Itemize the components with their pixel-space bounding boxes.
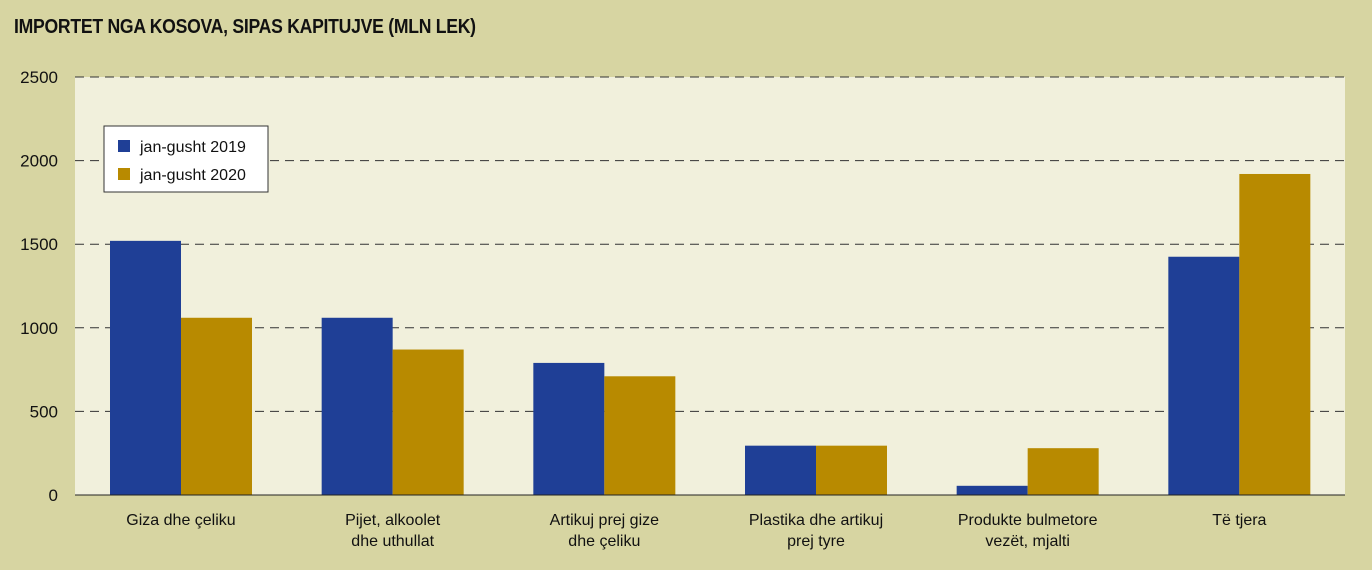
y-tick-label: 0: [49, 486, 58, 505]
legend-label-2020: jan-gusht 2020: [139, 167, 246, 184]
legend-label-2019: jan-gusht 2019: [139, 139, 246, 156]
plot-area: [75, 77, 1345, 495]
legend-swatch-2019: [118, 140, 130, 152]
grid-lines: [75, 76, 1345, 412]
x-category-label: Giza dhe çeliku: [126, 512, 235, 529]
x-category-label: Të tjera: [1212, 512, 1266, 529]
bar-2020-4[interactable]: [1027, 448, 1099, 495]
bar-2019-2[interactable]: [533, 362, 605, 495]
bar-2020-2[interactable]: [604, 376, 676, 495]
bar-2020-1[interactable]: [392, 349, 464, 495]
bar-2020-3[interactable]: [816, 445, 887, 495]
bar-2019-5[interactable]: [1168, 256, 1240, 495]
bars: [110, 173, 1311, 495]
category-labels: Giza dhe çeliku Pijet, alkoolet dhe uthull…: [126, 512, 1266, 550]
bar-2019-0[interactable]: [110, 240, 181, 495]
legend[interactable]: jan-gusht 2019 jan-gusht 2020: [103, 125, 269, 193]
bar-2020-5[interactable]: [1239, 173, 1311, 495]
x-category-label: prej tyre: [787, 533, 845, 550]
x-category-label: Plastika dhe artikuj: [749, 512, 883, 529]
bar-2020-0[interactable]: [181, 317, 252, 495]
chart-title: IMPORTET NGA KOSOVA, SIPAS KAPITUJVE (ML…: [14, 16, 476, 38]
y-axis-ticks: 0 500 1000 1500 2000 2500: [20, 68, 58, 505]
x-category-label: Pijet, alkoolet: [345, 512, 441, 529]
x-category-label: Produkte bulmetore: [958, 512, 1098, 529]
y-tick-label: 2500: [20, 68, 58, 87]
bar-2019-3[interactable]: [745, 445, 816, 495]
bar-2019-1[interactable]: [321, 317, 393, 495]
y-tick-label: 500: [30, 402, 58, 421]
y-tick-label: 2000: [20, 152, 58, 171]
legend-swatch-2020: [118, 168, 130, 180]
x-category-label: vezët, mjalti: [985, 533, 1069, 550]
bar-2019-4[interactable]: [956, 485, 1028, 495]
x-category-label: dhe uthullat: [351, 533, 434, 550]
x-category-label: Artikuj prej gize: [550, 512, 659, 529]
x-category-label: dhe çeliku: [568, 533, 640, 550]
legend-box: [103, 125, 269, 193]
y-tick-label: 1000: [20, 319, 58, 338]
y-tick-label: 1500: [20, 235, 58, 254]
